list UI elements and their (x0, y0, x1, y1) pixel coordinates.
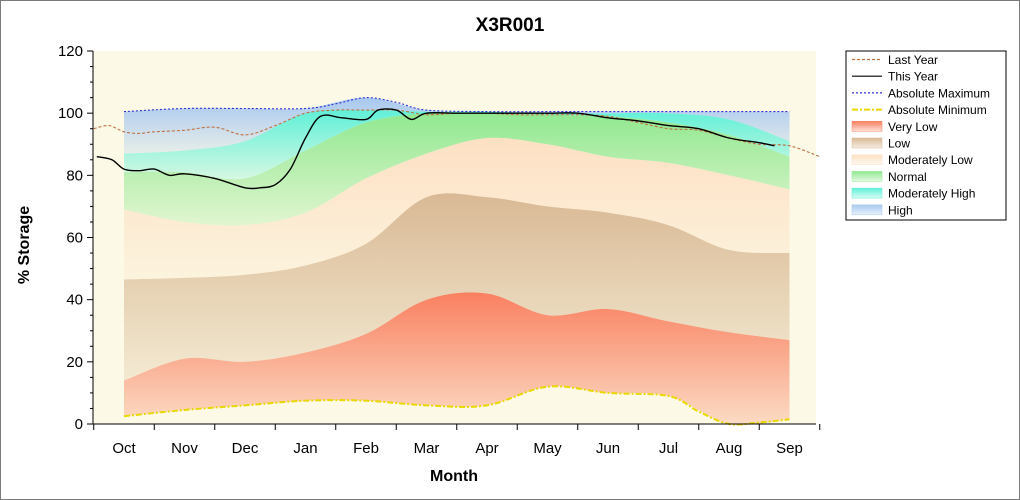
y-axis-title: % Storage (16, 206, 33, 284)
legend-label: High (888, 203, 913, 217)
legend-swatch-high (851, 204, 883, 216)
x-tick-label: Nov (171, 440, 198, 457)
x-tick-label: Jul (659, 440, 678, 457)
legend-item-high: High (851, 203, 913, 217)
y-tick-label: 100 (58, 105, 83, 122)
band-normal (124, 112, 790, 226)
series-this-year-line (96, 108, 775, 190)
band-moderately-low (124, 137, 790, 280)
lines-layer (93, 97, 820, 426)
legend-item-last-year: Last Year (852, 53, 938, 67)
x-tick-label: Mar (414, 440, 440, 457)
x-tick-label: May (533, 440, 562, 457)
x-tick-label: Oct (112, 440, 136, 457)
legend: Last Year This Year Absolute Maximum Absolu… (845, 50, 1007, 221)
series-last-year-line (93, 109, 820, 158)
band-moderately-high (124, 109, 790, 180)
axes-layer: 0 20 40 60 80 100 120 Oct Nov Dec Jan Feb Mar Apr May J… (58, 43, 821, 457)
x-tick-label: Aug (716, 440, 743, 457)
legend-label: Absolute Minimum (888, 103, 987, 117)
legend-label: Last Year (888, 53, 938, 67)
y-tick-label: 80 (66, 167, 83, 184)
y-tick-label: 0 (75, 416, 83, 433)
chart-title: X3R001 (476, 15, 545, 36)
series-absolute-minimum-line (123, 385, 790, 426)
legend-swatch-moderately-low (851, 154, 883, 165)
x-tick-label: Dec (232, 440, 259, 457)
legend-swatch-moderately-high (851, 187, 883, 199)
legend-item-very-low: Very Low (851, 120, 938, 134)
legend-label: Low (888, 137, 910, 151)
legend-label: This Year (888, 70, 938, 84)
y-tick-label: 60 (66, 230, 83, 247)
band-high (124, 97, 790, 154)
x-axis-title: Month (430, 468, 478, 485)
x-tick-label: Feb (353, 440, 379, 457)
legend-label: Very Low (888, 120, 938, 134)
legend-swatch-low (851, 137, 883, 149)
legend-label: Absolute Maximum (888, 86, 990, 100)
x-tick-label: Jun (596, 440, 620, 457)
legend-label: Moderately Low (888, 153, 973, 167)
legend-swatch-normal (851, 171, 883, 182)
legend-item-normal: Normal (851, 170, 927, 184)
x-tick-label: Sep (776, 440, 803, 457)
x-tick-label: Jan (293, 440, 317, 457)
bands-layer (124, 97, 790, 426)
legend-label: Normal (888, 170, 927, 184)
band-low (124, 193, 790, 381)
y-tick-label: 40 (66, 292, 83, 309)
y-tick-label: 120 (58, 43, 83, 60)
band-very-low (124, 292, 790, 426)
y-tick-label: 20 (66, 354, 83, 371)
legend-item-low: Low (851, 137, 910, 151)
legend-item-moderately-high: Moderately High (851, 187, 975, 201)
legend-item-absolute-maximum: Absolute Maximum (852, 86, 990, 100)
legend-swatch-very-low (851, 121, 883, 132)
x-tick-label: Apr (475, 440, 498, 457)
legend-item-absolute-minimum: Absolute Minimum (852, 103, 987, 117)
legend-label: Moderately High (888, 187, 975, 201)
legend-item-this-year: This Year (852, 70, 938, 84)
legend-item-moderately-low: Moderately Low (851, 153, 973, 167)
